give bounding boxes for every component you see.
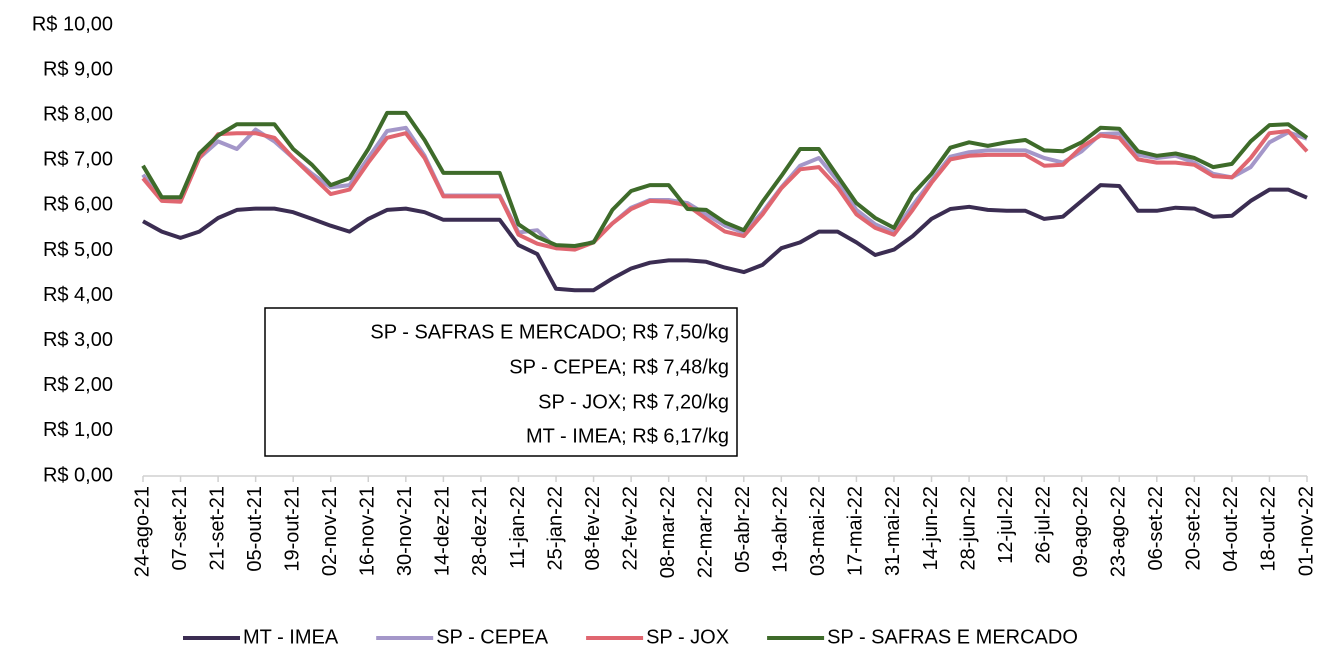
x-tick-label: 05-abr-22 [732, 486, 754, 573]
x-tick-label: 23-ago-22 [1108, 486, 1130, 577]
x-tick-label: 09-ago-22 [1070, 486, 1092, 577]
x-tick-label: 19-out-21 [281, 486, 303, 572]
x-tick-label: 28-dez-21 [469, 486, 491, 576]
y-tick-label: R$ 2,00 [43, 374, 113, 396]
x-tick-label: 30-nov-21 [394, 486, 416, 576]
x-tick-label: 01-nov-22 [1295, 486, 1317, 576]
legend-label: SP - CEPEA [436, 626, 549, 648]
annotation: SP - CEPEA; R$ 7,48/kg [509, 356, 729, 378]
series-line [141, 129, 1309, 252]
x-tick-label: 18-out-22 [1258, 486, 1280, 572]
y-tick-label: R$ 1,00 [43, 419, 113, 441]
annotation: SP - SAFRAS E MERCADO; R$ 7,50/kg [370, 321, 729, 343]
y-tick-label: R$ 10,00 [32, 13, 113, 35]
x-tick-label: 04-out-22 [1220, 486, 1242, 572]
annotation-box [264, 307, 738, 457]
x-tick-label: 22-mar-22 [695, 486, 717, 578]
x-tick-label: 12-jul-22 [995, 486, 1017, 564]
x-tick-label: 31-mai-22 [882, 486, 904, 576]
y-tick-label: R$ 8,00 [43, 103, 113, 125]
x-tick-label: 05-out-21 [244, 486, 266, 572]
x-tick-label: 08-mar-22 [657, 486, 679, 578]
legend-label: SP - JOX [646, 626, 729, 648]
legend-label: MT - IMEA [243, 626, 339, 648]
x-tick-label: 14-jun-22 [920, 486, 942, 571]
annotation: SP - JOX; R$ 7,20/kg [538, 391, 729, 413]
y-tick-label: R$ 5,00 [43, 239, 113, 261]
series-line [142, 183, 1308, 293]
x-tick-label: 19-abr-22 [770, 486, 792, 573]
annotation: MT - IMEA; R$ 6,17/kg [526, 425, 729, 447]
x-tick-label: 17-mai-22 [845, 486, 867, 576]
x-tick-label: 25-jan-22 [544, 486, 566, 571]
y-tick-label: R$ 4,00 [43, 284, 113, 306]
x-tick-label: 08-fev-22 [582, 486, 604, 571]
y-tick-label: R$ 3,00 [43, 329, 113, 351]
x-tick-label: 20-set-22 [1183, 486, 1205, 571]
x-tick-label: 02-nov-21 [319, 486, 341, 576]
x-tick-label: 28-jun-22 [957, 486, 979, 571]
y-tick-label: R$ 0,00 [43, 464, 113, 486]
series-line [141, 110, 1309, 248]
x-tick-label: 03-mai-22 [807, 486, 829, 576]
series-line [141, 125, 1308, 251]
x-tick-label: 14-dez-21 [432, 486, 454, 576]
x-tick-label: 21-set-21 [206, 486, 228, 571]
x-tick-label: 24-ago-21 [131, 486, 153, 577]
x-tick-label: 06-set-22 [1145, 486, 1167, 571]
legend-label: SP - SAFRAS E MERCADO [827, 626, 1078, 648]
x-tick-label: 26-jul-22 [1032, 486, 1054, 564]
x-tick-label: 16-nov-21 [357, 486, 379, 576]
x-tick-label: 11-jan-22 [507, 486, 529, 569]
x-tick-label: 07-set-21 [169, 486, 191, 571]
y-tick-label: R$ 6,00 [43, 194, 113, 216]
y-tick-label: R$ 7,00 [43, 149, 113, 171]
y-tick-label: R$ 9,00 [43, 58, 113, 80]
x-tick-label: 22-fev-22 [619, 486, 641, 571]
